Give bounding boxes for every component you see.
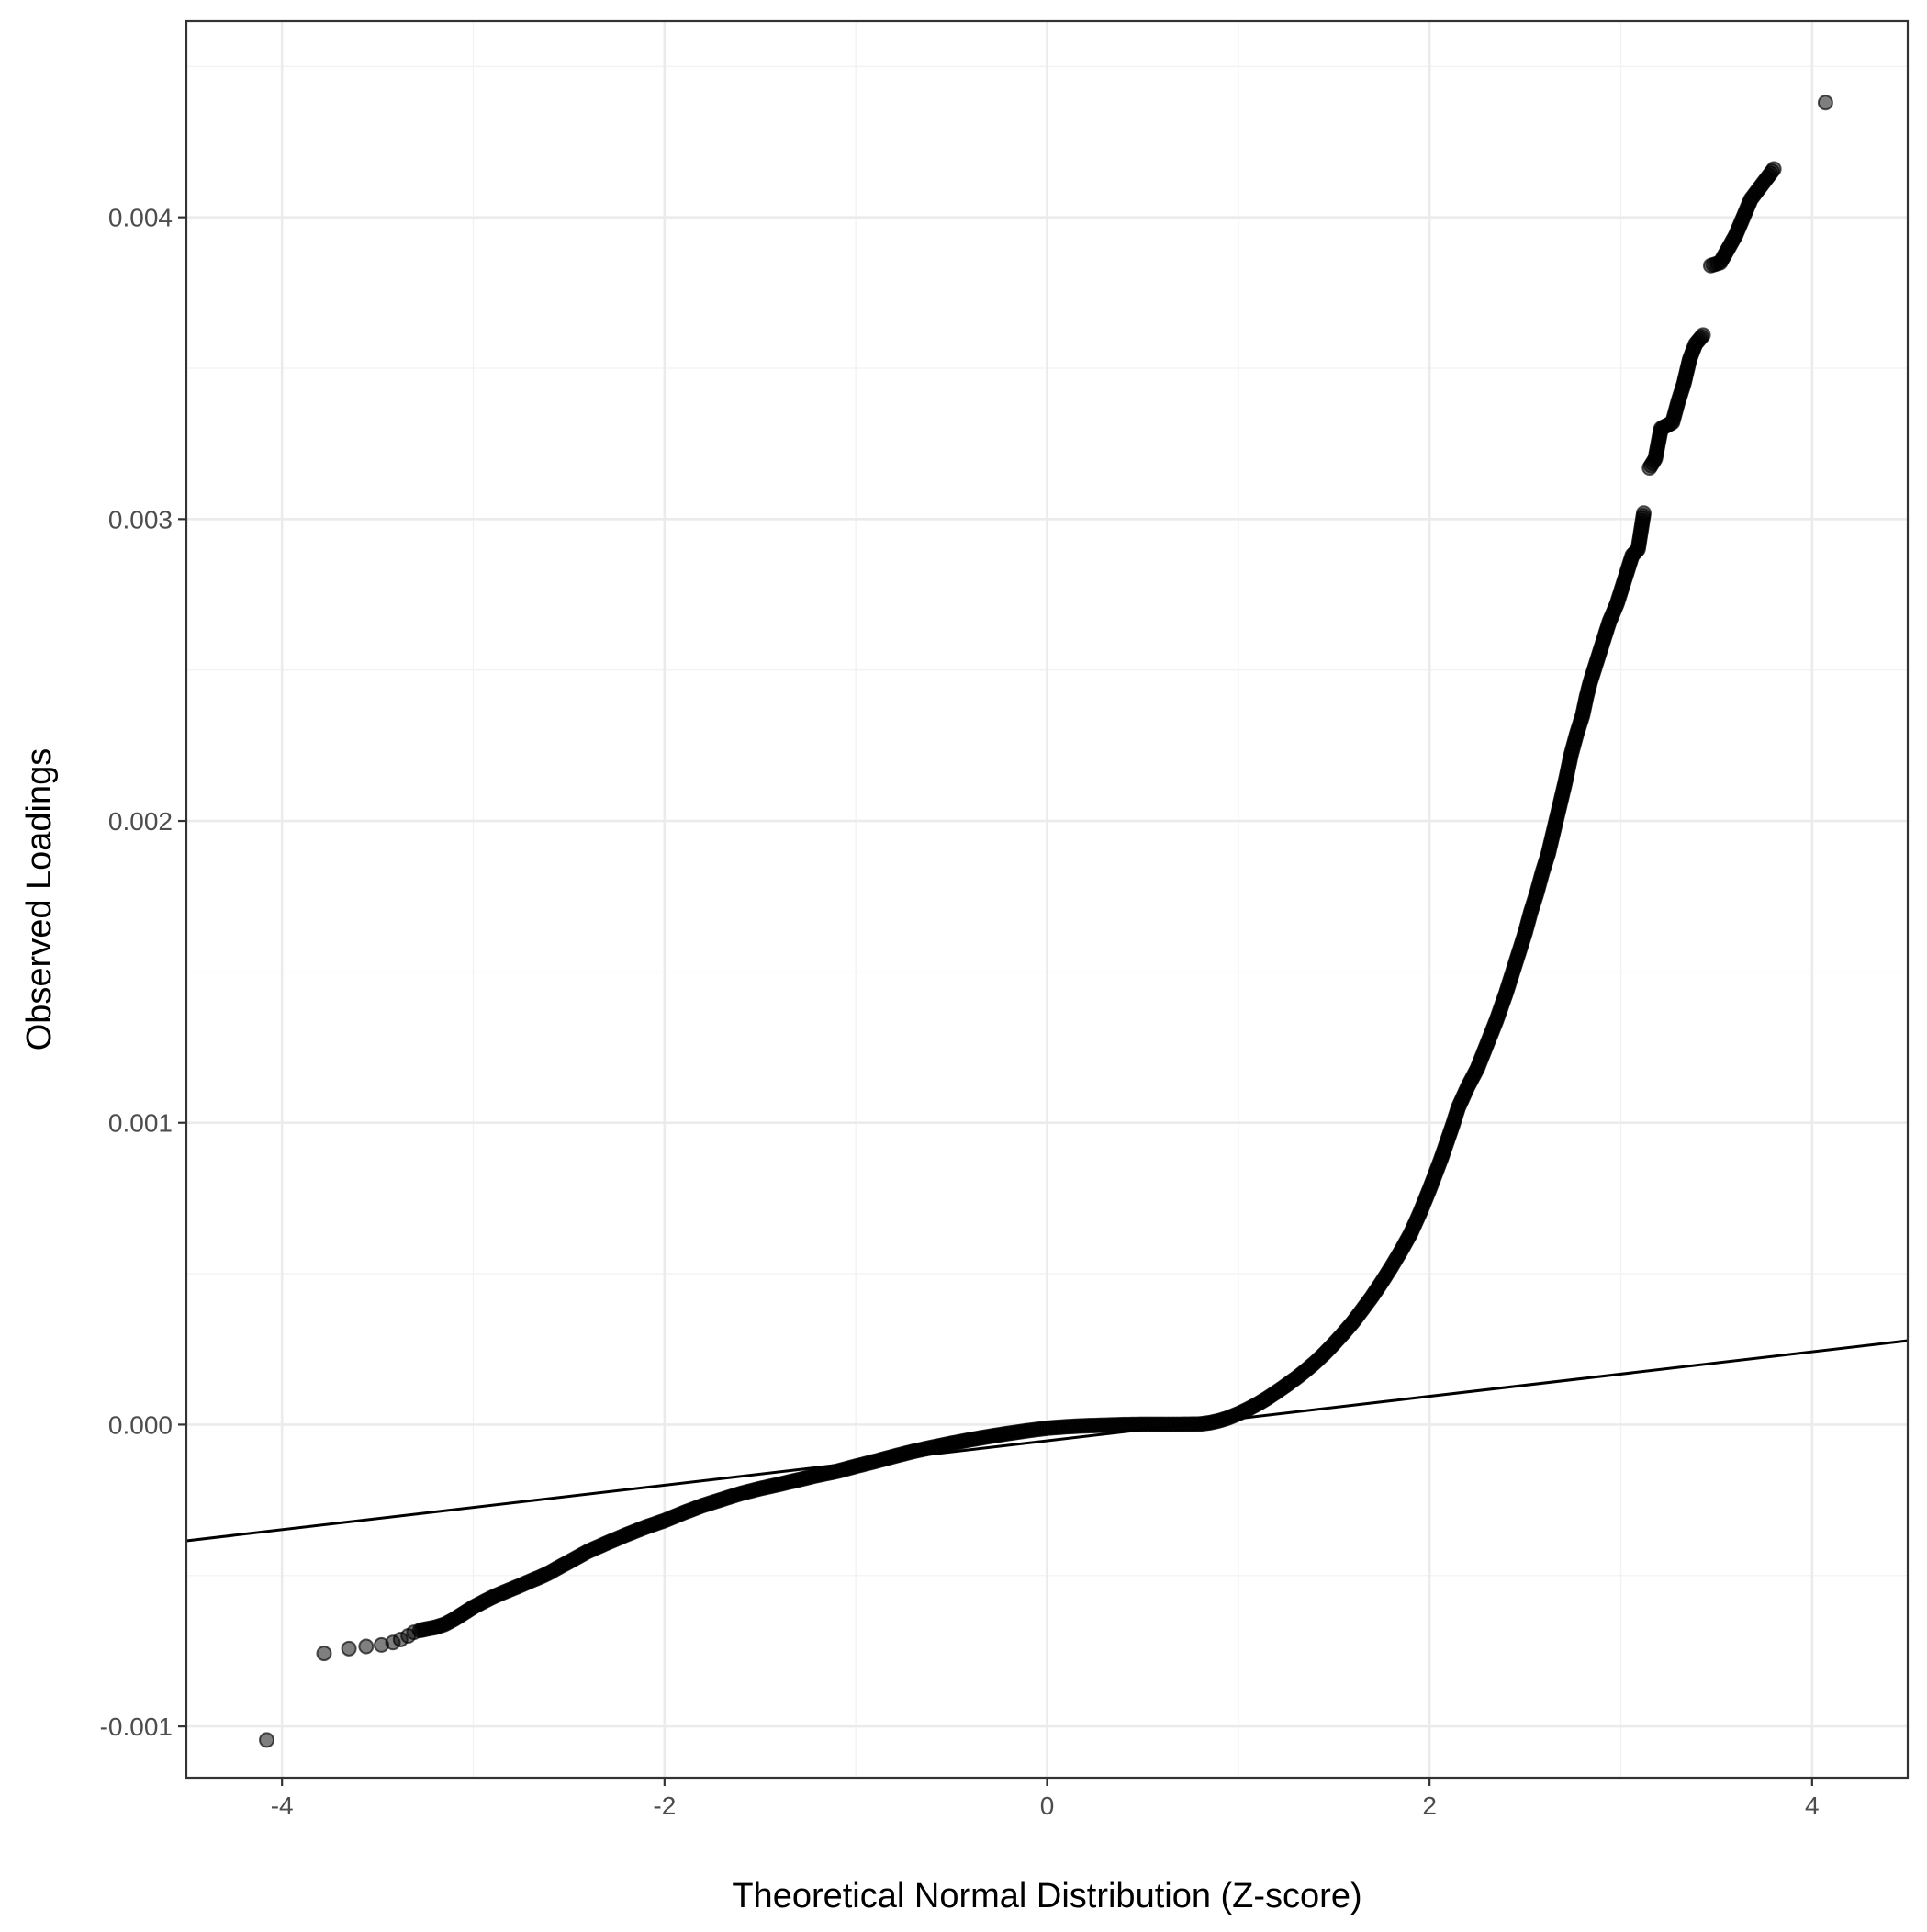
data-point <box>259 1732 274 1748</box>
x-tick-label: -4 <box>271 1792 294 1820</box>
y-tick-label: 0.000 <box>108 1410 173 1439</box>
data-point <box>1817 95 1833 111</box>
reference-line <box>185 1339 1909 1543</box>
y-tick-label: 0.001 <box>108 1109 173 1138</box>
y-tick-label: 0.003 <box>108 505 173 534</box>
data-point <box>1695 327 1711 343</box>
x-tick-label: 0 <box>1040 1792 1055 1820</box>
data-point <box>316 1646 332 1662</box>
data-point <box>358 1638 375 1655</box>
y-tick-label: 0.002 <box>108 807 173 836</box>
x-axis-title: Theoretical Normal Distribution (Z-score… <box>732 1877 1361 1915</box>
data-point <box>1765 161 1782 177</box>
x-tick-label: -2 <box>653 1792 676 1820</box>
y-tick-label: 0.004 <box>108 204 173 232</box>
x-tick-label: 2 <box>1422 1792 1437 1820</box>
data-points <box>259 95 1833 1748</box>
reference-line-layer <box>185 1339 1909 1543</box>
data-point <box>1636 505 1652 522</box>
y-axis: -0.001 0.000 0.001 0.002 0.003 0.004 <box>100 204 186 1741</box>
x-axis: -4 -2 0 2 4 <box>271 1778 1820 1820</box>
x-tick-label: 4 <box>1805 1792 1820 1820</box>
y-tick-label: -0.001 <box>100 1713 173 1741</box>
y-axis-title: Observed Loadings <box>20 748 59 1051</box>
data-point <box>341 1640 357 1657</box>
